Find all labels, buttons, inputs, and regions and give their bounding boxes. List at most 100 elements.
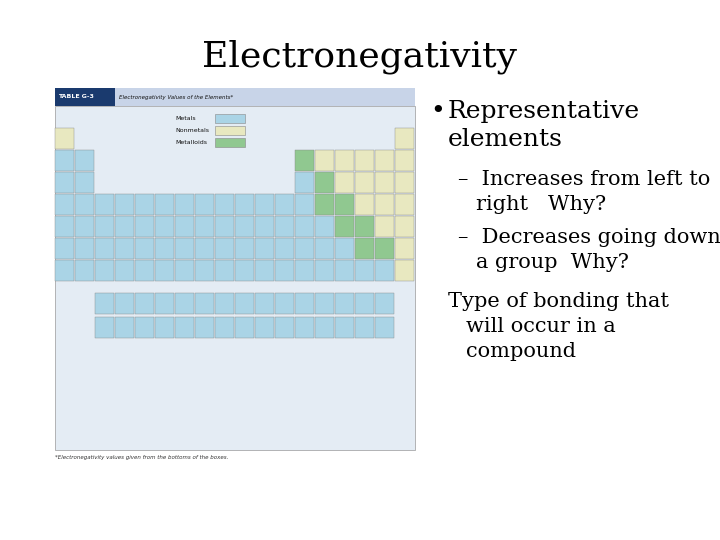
Bar [355, 215, 374, 237]
Bar [75, 172, 94, 193]
Text: right   Why?: right Why? [476, 195, 606, 214]
Bar [175, 293, 194, 314]
Bar [255, 317, 274, 338]
Bar [395, 215, 414, 237]
Bar [215, 293, 234, 314]
Bar [395, 128, 414, 149]
Bar [355, 260, 374, 281]
Bar [275, 293, 294, 314]
Bar [315, 150, 334, 171]
Text: a group  Why?: a group Why? [476, 253, 629, 272]
Bar [135, 293, 154, 314]
Bar [315, 293, 334, 314]
Bar [215, 114, 245, 123]
Bar [175, 317, 194, 338]
Bar [375, 172, 395, 193]
Bar [115, 317, 134, 338]
Bar [215, 260, 234, 281]
Text: •: • [430, 100, 445, 123]
Text: Nonmetals: Nonmetals [175, 128, 209, 133]
Bar [95, 215, 114, 237]
Text: compound: compound [466, 342, 576, 361]
Bar [375, 317, 395, 338]
Bar [75, 150, 94, 171]
Bar [55, 194, 74, 215]
Bar [55, 150, 74, 171]
Bar [215, 317, 234, 338]
Bar [195, 260, 215, 281]
Bar [255, 238, 274, 259]
Bar [355, 317, 374, 338]
Bar [75, 238, 94, 259]
Bar [335, 215, 354, 237]
Bar [95, 317, 114, 338]
Bar [155, 215, 174, 237]
Bar [275, 194, 294, 215]
Bar [355, 238, 374, 259]
Bar [295, 293, 314, 314]
Bar [395, 150, 414, 171]
Bar [295, 172, 314, 193]
Bar [335, 293, 354, 314]
Bar [215, 138, 245, 147]
Text: *Electronegativity values given from the bottoms of the boxes.: *Electronegativity values given from the… [55, 455, 228, 460]
Bar [95, 194, 114, 215]
Bar [235, 317, 254, 338]
Text: Electronegativity Values of the Elements*: Electronegativity Values of the Elements… [119, 94, 233, 99]
Bar [235, 215, 254, 237]
Bar [275, 260, 294, 281]
Bar [155, 260, 174, 281]
Text: TABLE G-3: TABLE G-3 [58, 94, 94, 99]
Bar [255, 293, 274, 314]
Bar [175, 260, 194, 281]
Text: Electronegativity: Electronegativity [202, 40, 518, 75]
Bar [175, 238, 194, 259]
Bar [55, 238, 74, 259]
Bar [395, 194, 414, 215]
Text: elements: elements [448, 128, 563, 151]
Text: will occur in a: will occur in a [466, 317, 616, 336]
Bar [55, 88, 115, 106]
Bar [95, 293, 114, 314]
Bar [55, 128, 74, 149]
Bar [135, 317, 154, 338]
Bar [135, 215, 154, 237]
Bar [195, 317, 215, 338]
Bar [255, 260, 274, 281]
Bar [335, 238, 354, 259]
Bar [315, 215, 334, 237]
Bar [335, 317, 354, 338]
Bar [375, 150, 395, 171]
Bar [215, 215, 234, 237]
Bar [155, 194, 174, 215]
Bar [135, 260, 154, 281]
Bar [315, 260, 334, 281]
Bar [75, 260, 94, 281]
Bar [115, 194, 134, 215]
Bar [375, 194, 395, 215]
Bar [375, 260, 395, 281]
Bar [75, 194, 94, 215]
Text: Metalloids: Metalloids [175, 140, 207, 145]
Bar [195, 238, 215, 259]
Bar [195, 215, 215, 237]
Bar [335, 150, 354, 171]
Bar [55, 172, 74, 193]
Bar [275, 215, 294, 237]
Bar [255, 215, 274, 237]
Bar [235, 238, 254, 259]
Bar [395, 172, 414, 193]
Bar [155, 238, 174, 259]
Bar [135, 238, 154, 259]
Bar [335, 172, 354, 193]
Bar [115, 238, 134, 259]
Bar [315, 194, 334, 215]
Bar [295, 150, 314, 171]
Text: Type of bonding that: Type of bonding that [448, 292, 669, 311]
Bar [315, 317, 334, 338]
Bar [295, 317, 314, 338]
Bar [375, 238, 395, 259]
Bar [215, 194, 234, 215]
Bar [195, 194, 215, 215]
Bar [295, 238, 314, 259]
